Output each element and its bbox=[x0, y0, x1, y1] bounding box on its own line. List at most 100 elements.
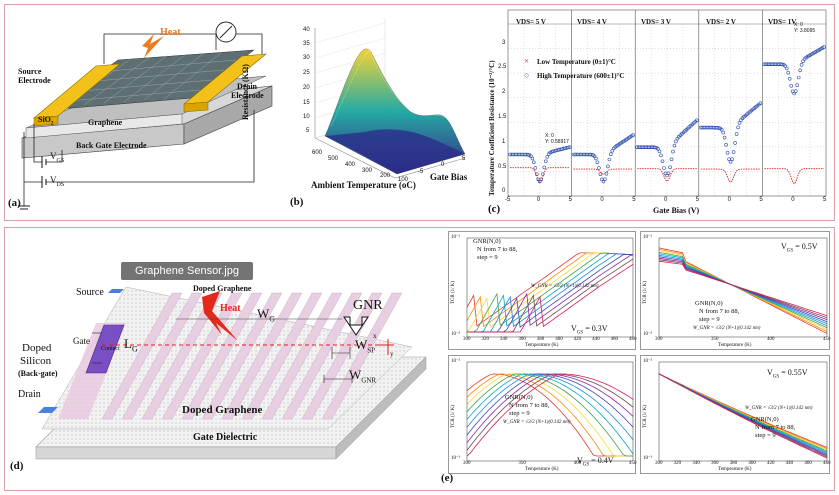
graphene-nanoribbon bbox=[321, 292, 403, 420]
strip-vds-4: VDS= 4 V bbox=[577, 18, 607, 26]
panel-d-label: (d) bbox=[10, 460, 24, 472]
strip-vds-3: VDS= 3 V bbox=[641, 18, 671, 26]
xt-200: 200 bbox=[380, 173, 391, 179]
high-temp-point bbox=[567, 145, 572, 149]
c-yt-15: 1.5 bbox=[498, 114, 507, 120]
subplot-xtick: 400 bbox=[555, 337, 563, 342]
subplot-xlabel: Temperature (K) bbox=[525, 343, 559, 348]
high-temp-point bbox=[659, 153, 663, 158]
strip-vds-1: VDS= 1V bbox=[768, 18, 797, 26]
vgs-label-2: VGS = 0.5V bbox=[781, 242, 818, 254]
gnr-note: GNR(N,0) bbox=[473, 238, 501, 245]
high-temp-point bbox=[542, 165, 547, 170]
gnr-step-note: step = 9 bbox=[477, 254, 498, 261]
graphene-nanoribbon bbox=[221, 292, 303, 420]
high-temp-point bbox=[780, 62, 785, 67]
source-pad-label: Source bbox=[76, 287, 104, 298]
yt-m5: -5 bbox=[418, 169, 424, 175]
gnr-note: GNR(N,0) bbox=[505, 394, 533, 401]
vgs-label-4: VGS = 0.55V bbox=[767, 368, 808, 380]
subplot-xtick: 350 bbox=[518, 461, 526, 466]
ytick-bottom: 10⁻³ bbox=[451, 456, 461, 461]
subplot-xtick: 340 bbox=[499, 337, 508, 342]
graphene-nanoribbon bbox=[141, 292, 223, 420]
ytick-bottom: 10⁻³ bbox=[643, 332, 653, 337]
subplot-ylabel: TCR (1/ K) bbox=[643, 280, 648, 304]
wgnr-formula: W_GNR = √3/2 (N+1)(0.142 nm) bbox=[693, 326, 761, 331]
gnr-series-9 bbox=[466, 373, 634, 451]
legend-low: Low Temperature (0±1)°C bbox=[537, 58, 616, 66]
gnr-range-note: N from 7 to 88, bbox=[509, 402, 550, 409]
drain-pad-label: Drain bbox=[18, 389, 41, 400]
source-electrode-label-line1: Source bbox=[18, 67, 42, 76]
graphene-label: Graphene bbox=[88, 118, 123, 127]
legend-marker-high: ○ bbox=[524, 70, 530, 80]
doped-silicon-label-1: Doped bbox=[22, 342, 52, 354]
legend-high: High Temperature (600±1)°C bbox=[537, 72, 625, 80]
gnr-range-note: N from 7 to 88, bbox=[699, 308, 740, 315]
gnr-range-note: N from 7 to 88, bbox=[755, 424, 796, 431]
c-yt-1: 1 bbox=[502, 139, 506, 145]
tcr-subplot-curves bbox=[466, 237, 634, 338]
gnr-step-note: step = 9 bbox=[755, 432, 776, 439]
high-temp-point bbox=[728, 160, 733, 164]
wgnr-formula: W_GNR = √3/2 (N+1)(0.142 nm) bbox=[745, 406, 813, 411]
x-axis-label-d: x bbox=[373, 332, 377, 340]
high-temp-point bbox=[822, 45, 826, 49]
tcr-subplot-curves bbox=[466, 361, 634, 462]
annot-low-min: X: 0 Y: 0.58917 bbox=[545, 133, 569, 145]
high-temp-point bbox=[669, 157, 674, 162]
high-temp-point bbox=[594, 156, 598, 161]
high-temp-point bbox=[597, 166, 601, 170]
subplot-xtick: 400 bbox=[767, 337, 775, 342]
high-temp-point bbox=[734, 132, 739, 136]
high-temp-point bbox=[672, 143, 677, 148]
ytick-bottom: 10⁻³ bbox=[451, 332, 461, 337]
subplot-xtick: 300 bbox=[463, 337, 471, 342]
gate-dielectric-label: Gate Dielectric bbox=[193, 432, 258, 443]
yt-0: 0 bbox=[441, 162, 445, 168]
sio2-label: SiO2 bbox=[38, 115, 54, 127]
high-temp-point bbox=[595, 160, 600, 165]
gnr-range-note: N from 7 to 88, bbox=[477, 246, 518, 253]
zt-30: 30 bbox=[303, 55, 310, 61]
high-temp-point bbox=[674, 139, 678, 144]
tcr-subplot-1: 10⁻² 10⁻³ TCR (1/ K) Temperature (K) 300 320 3… bbox=[448, 231, 637, 350]
subplot-xtick: 450 bbox=[629, 461, 637, 466]
high-temp-point bbox=[543, 159, 548, 164]
high-temp-point bbox=[724, 142, 728, 147]
panel-c-tcr-plot bbox=[507, 9, 827, 197]
panel-c-label: (c) bbox=[488, 203, 501, 215]
gnr-series-4 bbox=[467, 252, 634, 333]
tcr-subplot-2: 10⁻² 10⁻³ TCR (1/ K) Temperature (K) 300 350 4… bbox=[640, 231, 831, 350]
zt-35: 35 bbox=[303, 41, 310, 47]
tcr-subplot-4: 10⁻² 10⁻³ TCR (1/ K) Temperature (K) 300 320 3… bbox=[640, 355, 831, 474]
high-temp-point bbox=[606, 164, 610, 169]
gnr-series-5 bbox=[467, 252, 634, 333]
high-temp-point bbox=[731, 150, 736, 154]
ytick-top: 10⁻² bbox=[451, 235, 461, 240]
subplot-xtick: 300 bbox=[655, 461, 663, 466]
bottom-figure-frame bbox=[4, 227, 835, 491]
high-temp-point bbox=[719, 128, 724, 132]
c-xtick: 5 bbox=[568, 197, 572, 203]
gnr-series-6 bbox=[466, 373, 634, 440]
ytick-bottom: 10⁻³ bbox=[643, 456, 653, 461]
gnr-series-4 bbox=[466, 373, 633, 457]
subplot-xlabel: Temperature (K) bbox=[718, 467, 752, 472]
high-temp-point bbox=[660, 159, 665, 164]
high-temp-point bbox=[531, 160, 536, 165]
c-yt-2: 2 bbox=[502, 89, 506, 95]
panel-e-label: (e) bbox=[441, 472, 454, 484]
subplot-xtick: 440 bbox=[592, 337, 600, 342]
high-temp-point bbox=[603, 177, 607, 182]
subplot-xtick: 450 bbox=[823, 337, 831, 342]
gnr-series-3 bbox=[466, 373, 633, 457]
high-temp-point bbox=[668, 165, 672, 170]
gnr-series-8 bbox=[466, 373, 634, 444]
subplot-xtick: 400 bbox=[748, 461, 756, 466]
high-temp-point bbox=[607, 157, 612, 162]
doped-graphene-bottom-label: Doped Graphene bbox=[182, 404, 263, 416]
panel-b-3d-surface-plot bbox=[314, 18, 466, 179]
high-temp-point bbox=[787, 77, 792, 81]
